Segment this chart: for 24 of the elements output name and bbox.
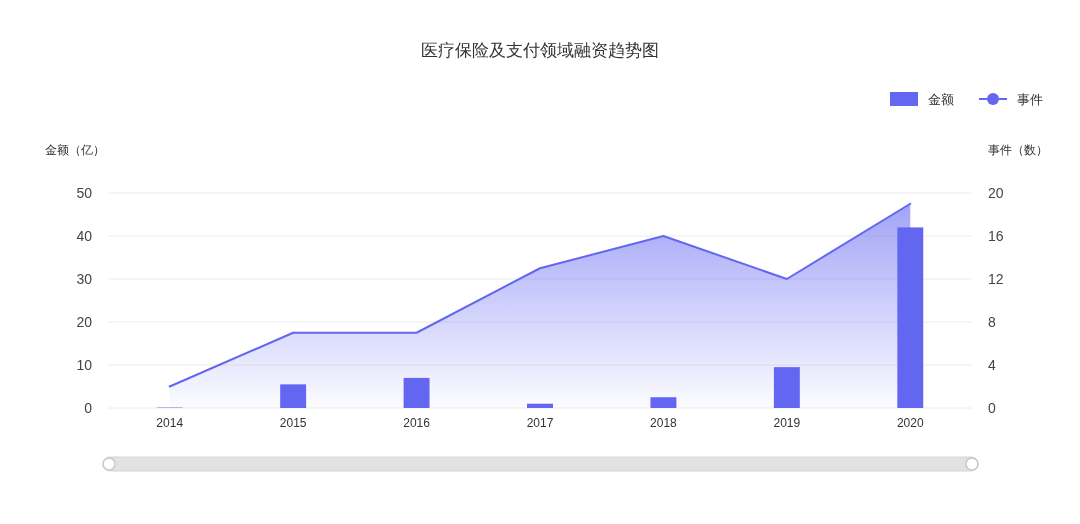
y2-tick-label: 12 [988,271,1004,287]
x-tick-label: 2016 [403,416,431,430]
x-tick-label: 2018 [650,416,678,430]
y-tick-label: 10 [76,357,93,373]
y2-tick-label: 8 [988,314,996,330]
y-tick-label: 50 [76,185,93,201]
y2-tick-label: 4 [988,357,996,373]
x-tick-label: 2014 [156,416,184,430]
y2-tick-label: 0 [988,400,996,416]
y-tick-label: 20 [76,314,93,330]
x-tick-label: 2020 [896,416,924,430]
y2-axis-title: 事件（数） [988,143,1048,157]
y-tick-label: 0 [84,400,93,416]
y2-tick-label: 20 [988,185,1004,201]
legend-label: 金额 [928,92,954,107]
y2-tick-label: 16 [988,228,1004,244]
x-tick-label: 2019 [773,416,801,430]
y-tick-label: 40 [76,228,93,244]
x-tick-label: 2015 [279,416,307,430]
legend-label: 事件 [1017,92,1043,107]
y-tick-label: 30 [76,271,93,287]
x-tick-label: 2017 [526,416,554,430]
y-axis-title: 金额（亿） [45,143,105,157]
chart-title: 医疗保险及支付领域融资趋势图 [421,41,659,60]
